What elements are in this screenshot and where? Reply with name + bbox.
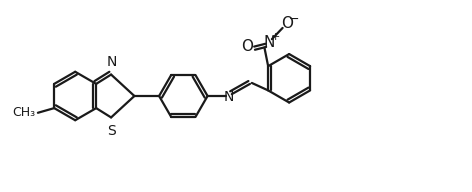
Text: N: N — [223, 90, 234, 104]
Text: +: + — [270, 32, 280, 42]
Text: O: O — [281, 16, 293, 31]
Text: CH₃: CH₃ — [12, 106, 35, 119]
Text: S: S — [107, 123, 116, 137]
Text: N: N — [106, 55, 117, 69]
Text: −: − — [288, 13, 299, 26]
Text: N: N — [263, 35, 275, 50]
Text: O: O — [241, 39, 253, 54]
